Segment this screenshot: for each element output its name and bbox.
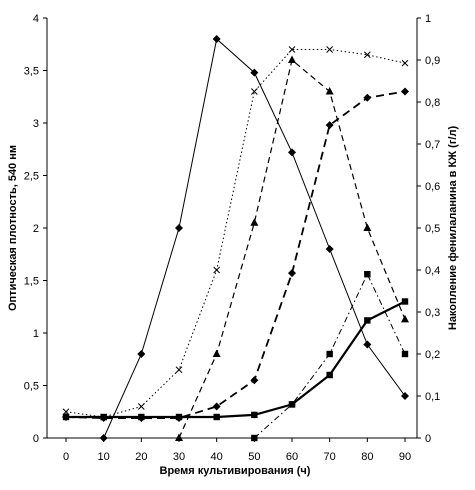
series-line-5 [66,300,406,419]
data-point-s1-2 [137,350,146,358]
x-tick-label: 30 [173,451,185,463]
x-tick-label: 10 [98,451,110,463]
x-tick-label: 0 [63,451,69,463]
y-right-tick-label: 0,7 [425,139,440,151]
y-right-tick-label: 0,8 [425,97,440,109]
y-left-tick-label: 3,5 [24,66,39,78]
data-point-s4-9 [363,93,372,102]
data-point-s1-4 [212,35,221,43]
y-left-tick-label: 1,5 [24,276,39,288]
y-left-tick-label: 1 [33,328,39,340]
y-left-tick-label: 0,5 [24,381,39,393]
data-point-s6-5 [401,350,409,358]
y-left-tick-label: 3 [33,118,39,130]
data-point-s4-7 [288,269,296,278]
data-point-s4-5 [212,402,221,411]
data-point-s4-10 [401,87,409,96]
y-right-tick-label: 0,9 [425,55,440,67]
data-point-s3-2 [212,349,221,357]
x-tick-label: 50 [248,451,260,463]
axes: 0 10 20 30 40 50 60 70 80 9000,511,522,533,5400,1… [24,13,441,463]
data-point-s3-7 [401,314,409,323]
data-point-s2-6 [250,88,258,95]
y-right-tick-label: 0,3 [425,307,440,319]
data-point-s1-1 [99,434,108,442]
data-point-s1-3 [175,224,183,232]
data-point-s5-2 [100,413,107,421]
data-point-s3-6 [363,223,372,231]
data-point-s3-5 [325,87,334,95]
marker-layer [62,35,409,442]
series-line-3 [178,58,406,439]
data-point-s5-3 [138,413,145,421]
data-point-s5-6 [251,411,258,419]
data-point-s1-5 [250,68,259,77]
y-left-tick-label: 4 [33,13,39,25]
series-line-4 [65,90,406,419]
y-right-tick-label: 0,5 [425,223,440,235]
data-point-s2-4 [175,366,183,374]
data-point-s3-3 [250,218,259,226]
series-line-2 [65,49,406,418]
y-right-tick-label: 1 [425,13,431,25]
data-point-s5-1 [62,413,70,421]
data-point-s5-8 [326,371,333,379]
data-point-s4-8 [325,121,334,130]
y-left-tick-label: 2 [33,223,39,235]
y-right-tick-label: 0,2 [425,349,440,361]
series-layer [65,38,406,439]
data-point-s2-10 [401,59,409,67]
data-point-s5-9 [364,317,371,324]
data-point-s3-4 [288,55,296,63]
data-point-s4-6 [250,376,259,385]
data-point-s2-3 [137,403,145,410]
data-point-s1-9 [401,392,409,400]
y-axis-left-title: Оптическая плотность, 540 нм [7,145,19,311]
x-tick-label: 60 [286,451,298,463]
y-left-tick-label: 2,5 [24,171,39,183]
data-point-s6-2 [288,401,296,408]
x-tick-label: 40 [211,451,223,463]
y-right-tick-label: 0,6 [425,181,440,193]
x-tick-label: 80 [361,451,373,463]
x-axis-title: Время культивирования (ч) [160,465,311,477]
data-point-s2-1 [62,408,70,416]
y-right-tick-label: 0,4 [425,265,440,277]
data-point-s5-10 [401,298,409,305]
x-tick-label: 70 [324,451,336,463]
y-axis-right-title: Накопление фенилаланина в КЖ (г/л) [447,126,459,331]
x-tick-label: 90 [399,451,411,463]
data-point-s2-7 [288,46,296,53]
y-right-tick-label: 0,1 [425,391,440,403]
data-point-s2-9 [363,51,371,59]
data-point-s2-8 [326,46,334,53]
data-point-s6-4 [364,271,371,278]
data-point-s3-1 [175,433,183,441]
data-point-s1-6 [288,148,296,157]
data-point-s2-5 [213,266,221,274]
data-point-s5-5 [213,413,220,421]
data-point-s5-4 [175,413,183,421]
x-tick-label: 20 [135,451,147,463]
data-point-s1-7 [325,245,334,253]
y-left-tick-label: 0 [33,433,39,445]
data-point-s6-1 [251,434,258,442]
y-right-tick-label: 0 [425,433,431,445]
data-point-s1-8 [363,340,372,349]
data-point-s6-3 [326,350,333,358]
